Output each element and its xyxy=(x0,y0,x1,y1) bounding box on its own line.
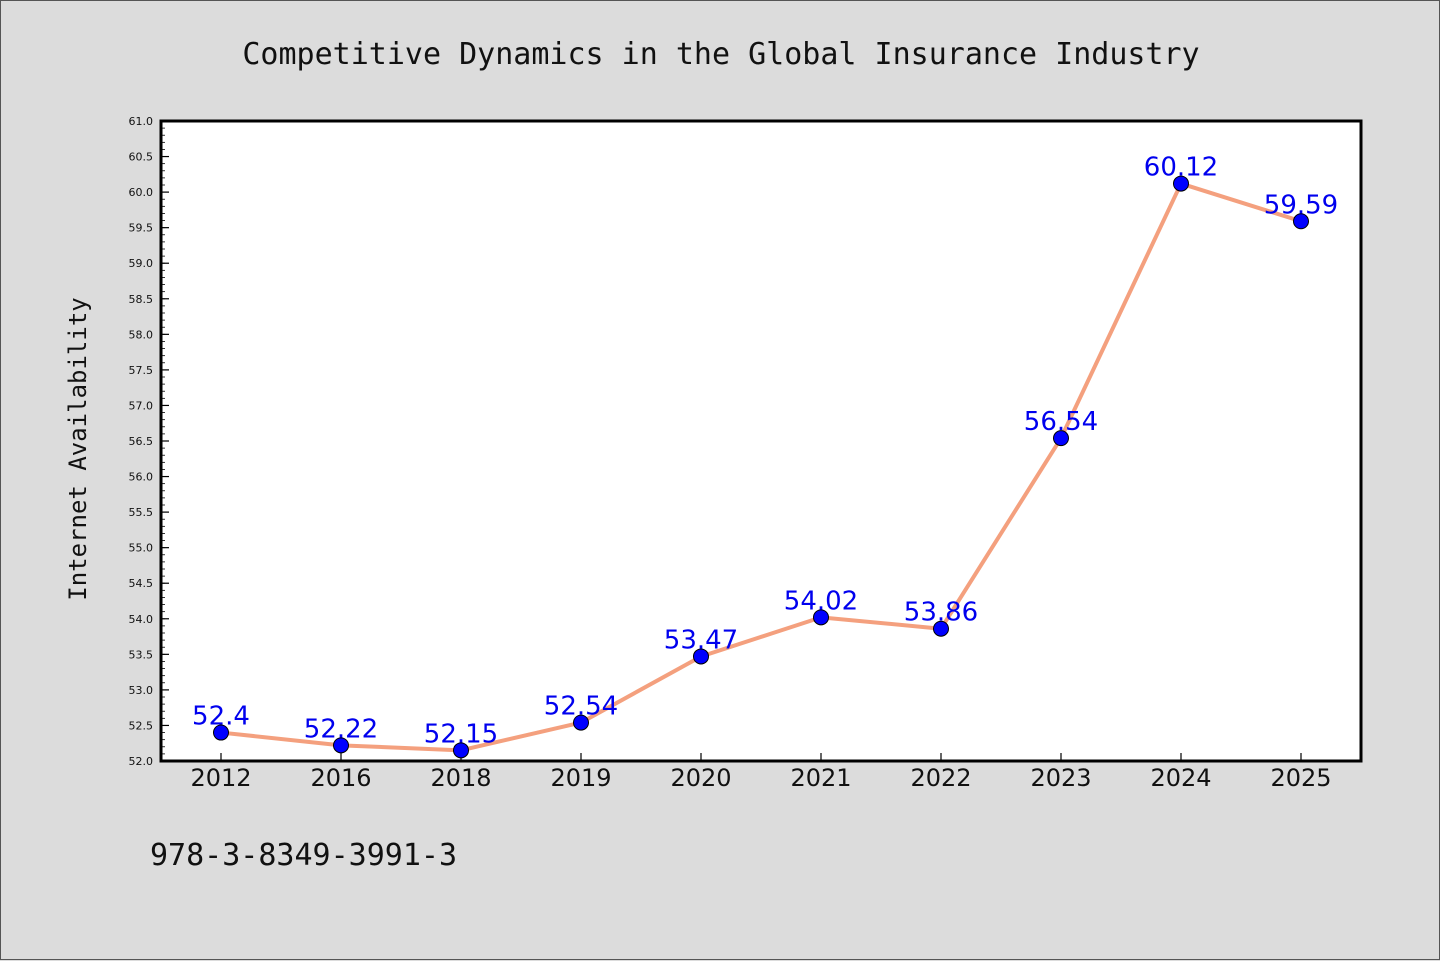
y-tick-label: 57.0 xyxy=(129,399,154,412)
y-tick-label: 54.0 xyxy=(129,613,154,626)
y-axis-ticks: 52.0 52.5 53.0 53.5 54.0 54.5 55.0 55.5 56.0 56.5… xyxy=(129,115,169,768)
y-tick-label: 55.0 xyxy=(129,542,154,555)
data-point xyxy=(1173,175,1189,192)
data-point xyxy=(213,724,229,741)
x-tick-label: 2024 xyxy=(1150,764,1211,792)
isbn-text: 978-3-8349-3991-3 xyxy=(150,838,457,873)
data-point xyxy=(333,737,349,754)
data-label: 54.02 xyxy=(784,586,858,616)
chart-title: Competitive Dynamics in the Global Insur… xyxy=(242,37,1199,72)
x-tick-label: 2012 xyxy=(190,764,251,792)
y-tick-label: 61.0 xyxy=(129,115,154,128)
y-tick-label: 60.5 xyxy=(129,151,154,164)
data-point xyxy=(453,742,469,759)
y-tick-label: 56.0 xyxy=(129,471,154,484)
y-tick-label: 54.5 xyxy=(129,577,154,590)
plot-area xyxy=(159,119,1363,763)
y-tick-label: 58.5 xyxy=(129,293,154,306)
data-label: 52.4 xyxy=(192,702,250,732)
y-tick-label: 52.0 xyxy=(129,755,154,768)
x-tick-label: 2018 xyxy=(430,764,491,792)
data-label: 56.54 xyxy=(1024,407,1098,437)
y-tick-label: 59.5 xyxy=(129,222,154,235)
y-tick-label: 52.5 xyxy=(129,719,154,732)
x-tick-label: 2020 xyxy=(670,764,731,792)
data-points xyxy=(213,175,1309,759)
x-tick-label: 2025 xyxy=(1270,764,1331,792)
x-tick-label: 2016 xyxy=(310,764,371,792)
y-tick-label: 53.5 xyxy=(129,648,154,661)
data-label: 53.47 xyxy=(664,625,738,655)
data-point xyxy=(1053,430,1069,447)
data-labels: 52.4 52.22 52.15 52.54 53.47 54.02 53.86 56.54 6… xyxy=(192,153,1338,750)
series-line xyxy=(220,181,1302,753)
y-tick-label: 60.0 xyxy=(129,186,154,199)
y-tick-label: 53.0 xyxy=(129,684,154,697)
data-point xyxy=(1293,213,1309,230)
data-label: 52.54 xyxy=(544,692,618,722)
y-tick-label: 55.5 xyxy=(129,506,154,519)
data-label: 52.15 xyxy=(424,719,498,749)
x-axis-ticks: 2012 2016 2018 2019 2020 2021 2022 2023 2024 2025 xyxy=(190,753,1332,792)
data-point xyxy=(933,620,949,637)
x-tick-label: 2023 xyxy=(1030,764,1091,792)
x-tick-label: 2021 xyxy=(790,764,851,792)
data-label: 52.22 xyxy=(304,714,378,744)
data-label: 53.86 xyxy=(904,598,978,628)
y-tick-label: 59.0 xyxy=(129,257,154,270)
y-tick-label: 56.5 xyxy=(129,435,154,448)
data-label: 59.59 xyxy=(1264,190,1338,220)
x-tick-label: 2022 xyxy=(910,764,971,792)
data-point xyxy=(693,648,709,665)
data-point xyxy=(573,714,589,731)
y-tick-label: 58.0 xyxy=(129,328,154,341)
data-label: 60.12 xyxy=(1144,153,1218,183)
data-point xyxy=(813,609,829,626)
y-tick-label: 57.5 xyxy=(129,364,154,377)
x-tick-label: 2019 xyxy=(550,764,611,792)
y-axis-label: Internet Availability xyxy=(64,297,92,600)
